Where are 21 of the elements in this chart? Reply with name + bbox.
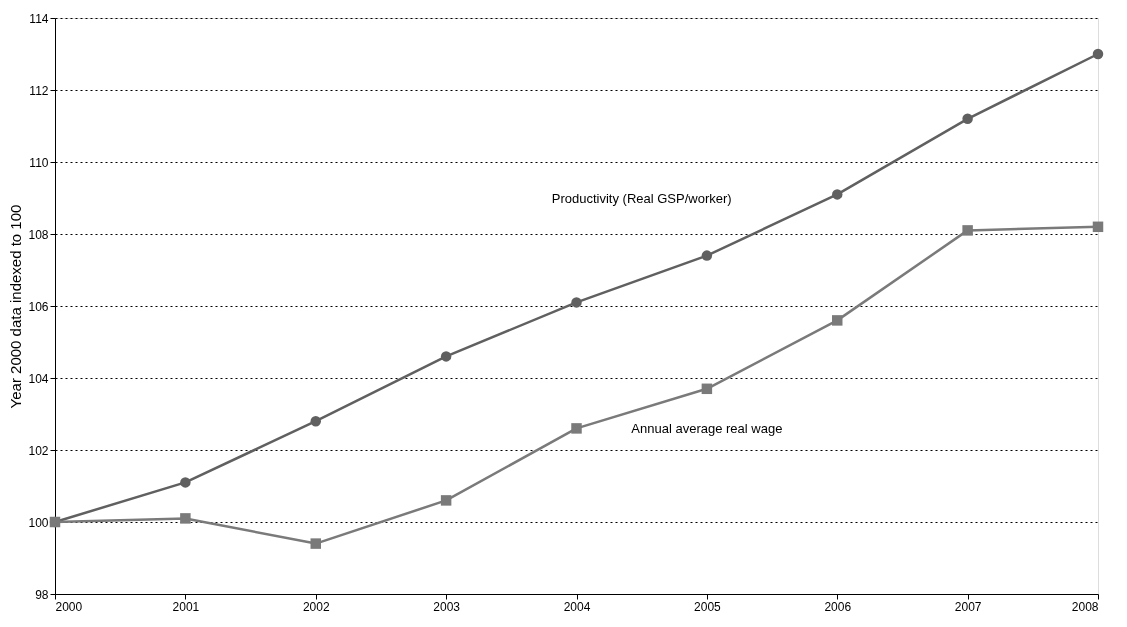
y-tick-label: 106 <box>28 299 49 314</box>
y-tick-label: 104 <box>28 371 49 386</box>
x-tick-label: 2001 <box>172 599 200 614</box>
y-tick-label: 112 <box>29 83 49 98</box>
text: Productivity (Real GSP/worker) <box>551 191 732 206</box>
x-tick-label: 2007 <box>954 599 982 614</box>
y-tick-label: 102 <box>28 443 49 458</box>
x-tick-label: 2005 <box>694 599 722 614</box>
x-tick-label: 2002 <box>302 599 330 614</box>
y-tick-label: 100 <box>28 515 49 530</box>
x-tick-label: 2004 <box>563 599 591 614</box>
y-tick-label: 110 <box>29 155 49 170</box>
x-tick-label: 2008 <box>1071 599 1099 614</box>
y-axis-title: Year 2000 data indexed to 100 <box>7 204 25 409</box>
x-tick-label: 2006 <box>824 599 852 614</box>
y-tick-label: 108 <box>28 227 49 242</box>
y-tick-label: 114 <box>29 11 49 26</box>
y-tick-label: 98 <box>35 587 49 602</box>
x-tick-label: 2003 <box>433 599 461 614</box>
x-tick-label: 2000 <box>55 599 83 614</box>
series-label: Annual average real wage <box>631 420 783 436</box>
